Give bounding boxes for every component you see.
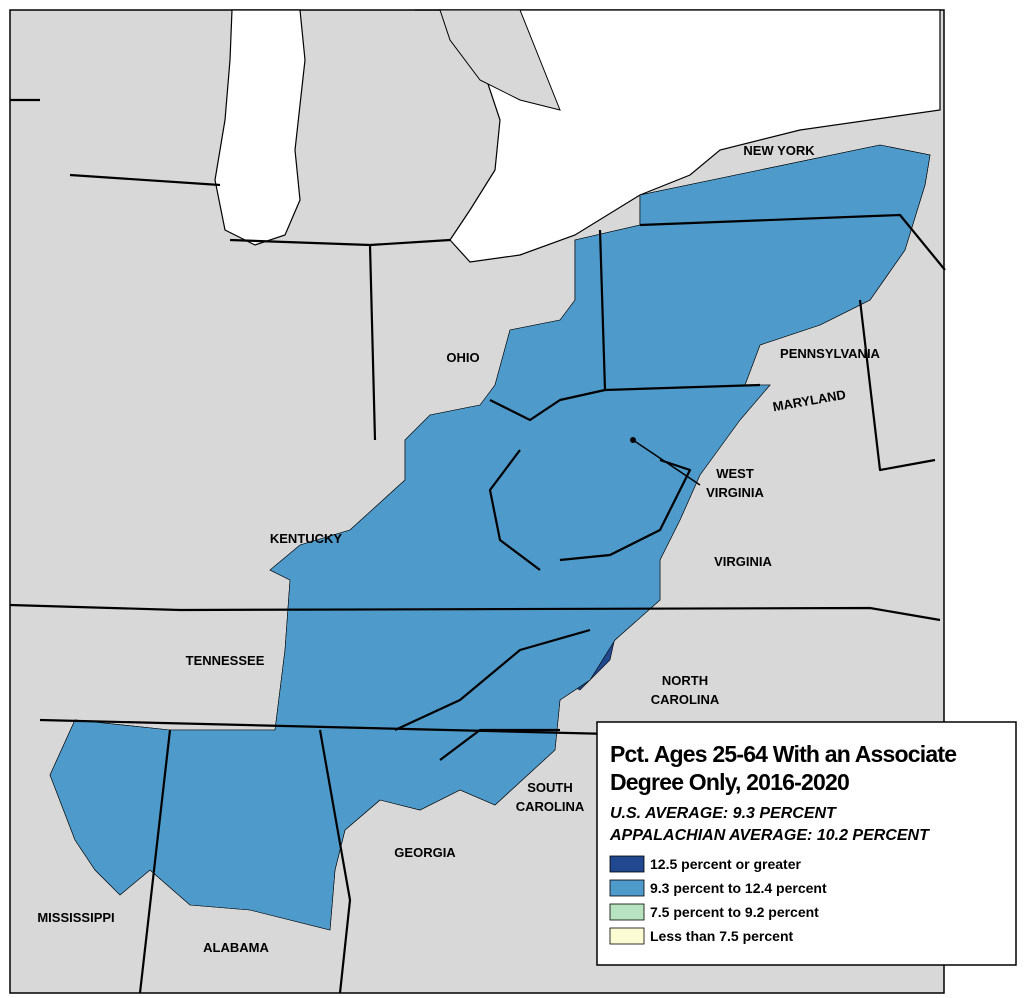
leader-line [632,439,701,486]
state-label: NEW YORK [743,143,815,158]
legend-swatch [609,879,645,897]
legend-swatch [609,855,645,873]
state-label: KENTUCKY [270,531,343,546]
state-label: SOUTH [527,780,573,795]
state-label: WEST [716,466,754,481]
state-label: CAROLINA [651,692,720,707]
state-border [10,98,451,441]
legend-swatch [609,927,645,945]
legend-box [596,721,1017,966]
legend: Pct. Ages 25-64 With an Associate Degree… [596,721,1017,966]
lake-michigan [214,9,306,246]
state-border [489,388,692,562]
state-label: NORTH [662,673,708,688]
average-note: APPALACHIAN AVERAGE: 10.2 PERCENT [609,827,930,844]
legend-title: Pct. Ages 25-64 With an Associate [610,741,956,767]
state-label: TENNESSEE [186,653,265,668]
legend-label: 7.5 percent to 9.2 percent [650,904,819,920]
state-label: ALABAMA [203,940,269,955]
legend-swatch [609,903,645,921]
legend-label: Less than 7.5 percent [650,928,794,944]
state-border [9,449,941,622]
state-label: GEORGIA [394,845,456,860]
state-label: OHIO [446,350,479,365]
state-label: VIRGINIA [706,485,764,500]
leader-dot [630,437,636,443]
state-label: PENNSYLVANIA [780,346,881,361]
state-label: MISSISSIPPI [37,910,114,925]
legend-title: Degree Only, 2016-2020 [610,769,849,795]
legend-label: 12.5 percent or greater [650,856,802,872]
ontario-land [439,9,561,111]
great-lakes [415,9,941,263]
state-border [394,299,936,761]
state-label: CAROLINA [516,799,585,814]
legend-label: 9.3 percent to 12.4 percent [650,880,827,896]
average-note: U.S. AVERAGE: 9.3 PERCENT [610,805,837,822]
state-label: VIRGINIA [714,554,772,569]
